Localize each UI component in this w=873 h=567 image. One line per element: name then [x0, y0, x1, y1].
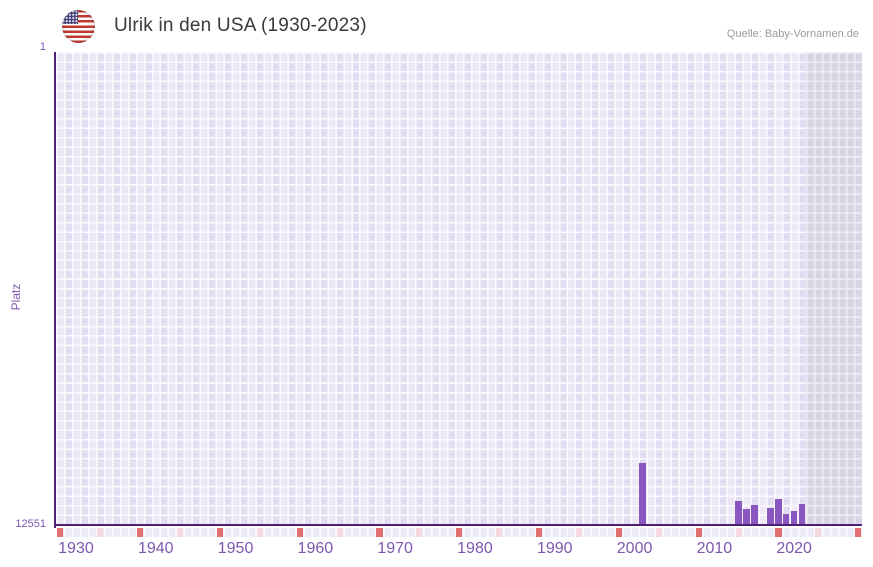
y-tick-top: 1: [39, 41, 46, 53]
bar-2017[interactable]: [767, 508, 774, 524]
bar-2021[interactable]: [799, 504, 806, 524]
y-axis-line: [54, 52, 56, 528]
no-data-marker-1993-light: [575, 528, 583, 537]
flag-gloss: [62, 10, 95, 43]
no-data-marker-2003-light: [655, 528, 662, 537]
bar-2013[interactable]: [735, 501, 742, 524]
no-data-marker-1968-dark: [376, 528, 383, 537]
no-data-marker-1928-dark: [57, 528, 64, 537]
x-tick-1980: 1980: [457, 540, 493, 557]
x-tick-1970: 1970: [377, 540, 413, 557]
no-data-marker-1938-dark: [137, 528, 144, 537]
no-data-marker-1988-dark: [536, 528, 543, 537]
y-tick-bottom: 12551: [15, 518, 46, 530]
x-axis-line: [54, 524, 862, 526]
no-data-marker-1983-light: [496, 528, 503, 537]
no-data-marker-1943-light: [176, 528, 184, 537]
no-data-marker-1998-dark: [615, 528, 622, 537]
no-data-marker-2028-dark: [855, 528, 862, 537]
source-credit: Quelle: Baby-Vornamen.de: [726, 28, 859, 40]
no-data-marker-1958-dark: [296, 528, 303, 537]
no-data-marker-1963-light: [336, 528, 343, 537]
us-flag-icon: [62, 10, 95, 43]
no-data-marker-1953-light: [256, 528, 263, 537]
x-tick-1950: 1950: [217, 540, 254, 557]
no-data-marker-2018-dark: [775, 528, 782, 537]
bar-2019[interactable]: [783, 514, 790, 524]
plot-area: [56, 52, 862, 524]
no-data-marker-2023-light: [815, 528, 822, 537]
x-tick-1990: 1990: [536, 540, 573, 557]
bar-2018[interactable]: [775, 499, 782, 524]
future-region: [806, 52, 862, 524]
flag-canton-stars: [62, 10, 78, 24]
bar-2020[interactable]: [791, 511, 798, 524]
x-tick-2000: 2000: [616, 540, 653, 557]
no-data-marker-2013-light: [735, 528, 742, 537]
no-data-marker-row: [56, 528, 862, 537]
no-data-marker-2008-dark: [695, 528, 702, 537]
y-axis-title: Platz: [9, 283, 23, 311]
x-tick-1940: 1940: [137, 540, 174, 557]
no-data-marker-1973-light: [416, 528, 423, 537]
page-title: Ulrik in den USA (1930-2023): [114, 15, 367, 36]
bar-2015[interactable]: [751, 505, 758, 524]
no-data-marker-1933-light: [97, 528, 104, 537]
x-tick-2020: 2020: [776, 540, 812, 557]
bar-2014[interactable]: [743, 509, 750, 524]
bar-2001[interactable]: [639, 462, 646, 524]
no-data-marker-1978-dark: [456, 528, 463, 537]
x-tick-1930: 1930: [58, 540, 94, 557]
no-data-marker-1948-dark: [216, 528, 223, 537]
x-tick-1960: 1960: [297, 540, 334, 557]
x-tick-2010: 2010: [696, 540, 733, 557]
